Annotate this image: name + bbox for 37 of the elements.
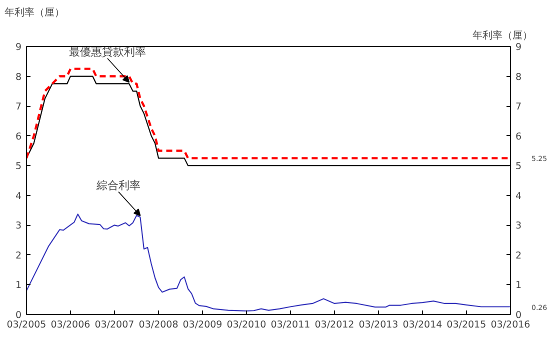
y-tick-label: 2	[15, 250, 22, 262]
line-series	[26, 68, 510, 160]
y-tick-label: 8	[15, 72, 22, 83]
y-tick-label: 0	[15, 310, 22, 321]
y-tick-label: 5	[15, 161, 22, 172]
x-tick-label: 03/2011	[270, 320, 310, 330]
x-tick-label: 03/2016	[490, 320, 530, 330]
x-tick-label: 03/2015	[446, 320, 486, 330]
y2-tick-label: 9	[516, 42, 522, 53]
y2-tick-label: 1	[516, 280, 522, 292]
annotation: 綜合利率	[96, 178, 141, 192]
y2-tick-label: 5	[516, 161, 522, 172]
x-tick-label: 03/2005	[6, 320, 46, 330]
x-tick-label: 03/2008	[138, 320, 178, 330]
y-axis-title: 年利率（厘）	[4, 6, 64, 18]
y2-tick-label: 2	[516, 250, 522, 262]
y2-tick-label: 8	[516, 72, 522, 83]
y2-tick-label: 3	[516, 220, 522, 232]
y-tick-label: 1	[15, 280, 22, 292]
y-tick-label: 9	[15, 42, 22, 53]
x-tick-label: 03/2009	[182, 320, 222, 330]
y-tick-label: 7	[15, 102, 22, 113]
x-tick-label: 03/2006	[50, 320, 90, 330]
y2-tick-label: 6	[516, 131, 522, 142]
y2-tick-label: 7	[516, 102, 522, 113]
y2-tick-label: 0	[516, 310, 522, 321]
x-tick-label: 03/2013	[358, 320, 398, 330]
x-tick-label: 03/2014	[402, 320, 442, 330]
y2-axis-title: 年利率（厘）	[472, 30, 532, 42]
x-tick-label: 03/2010	[226, 320, 266, 330]
y-tick-label: 4	[15, 190, 22, 202]
y2-tick-label: 4	[516, 190, 522, 202]
annotation: 最優惠貸款利率	[68, 45, 146, 58]
y-tick-label: 3	[15, 220, 22, 232]
x-tick-label: 03/2012	[314, 320, 354, 330]
x-tick-label: 03/2007	[94, 320, 134, 330]
y-tick-label: 6	[15, 131, 22, 142]
